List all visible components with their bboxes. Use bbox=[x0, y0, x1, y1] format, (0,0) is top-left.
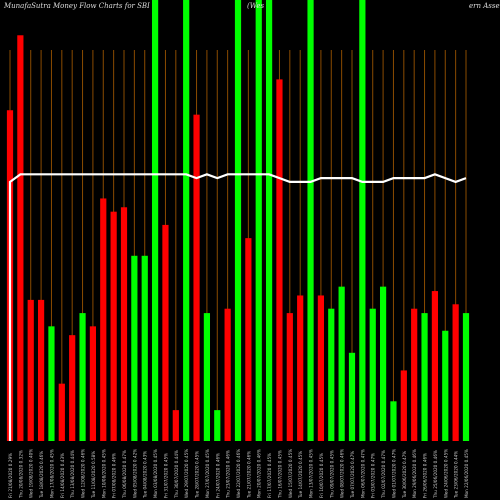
bar-43 bbox=[452, 304, 459, 441]
bar-10 bbox=[110, 211, 117, 441]
bar-40 bbox=[421, 313, 428, 441]
x-tick-label: Mon 06/07/2020 0.47% bbox=[360, 449, 365, 498]
bar-5 bbox=[58, 383, 65, 441]
bars-group bbox=[6, 0, 470, 441]
bar-3 bbox=[37, 299, 45, 441]
x-tick-label: Thu 16/07/2020 0.45% bbox=[278, 450, 283, 499]
x-tick-label: Thu 20/08/2020 0.32% bbox=[18, 450, 23, 499]
chart-title-right: (Wes bbox=[247, 2, 264, 10]
bar-41 bbox=[431, 291, 439, 441]
bar-1 bbox=[17, 35, 24, 441]
x-tick-label: Fri 10/07/2020 0.45% bbox=[319, 453, 324, 498]
bar-30 bbox=[317, 295, 325, 441]
bar-39 bbox=[411, 308, 418, 441]
x-tick-label: Wed 22/07/2020 0.46% bbox=[236, 449, 241, 498]
bar-28 bbox=[297, 295, 304, 441]
x-tick-label: Thu 30/07/2020 0.44% bbox=[174, 450, 179, 499]
bar-14 bbox=[151, 0, 159, 441]
x-tick-label: Thu 13/08/2020 0.44% bbox=[70, 450, 75, 499]
x-tick-label: Wed 05/08/2020 0.42% bbox=[132, 449, 137, 498]
bar-44 bbox=[462, 313, 470, 441]
x-tick-label: Thu 09/07/2020 0.45% bbox=[329, 450, 334, 499]
x-tick-label: Tue 14/07/2020 0.45% bbox=[298, 451, 303, 499]
x-tick-label: Fri 26/06/2020 0.46% bbox=[423, 453, 428, 498]
bar-7 bbox=[79, 313, 86, 441]
bar-29 bbox=[307, 0, 314, 441]
x-tick-label: Fri 17/07/2020 0.45% bbox=[267, 453, 272, 498]
x-tick-label: Mon 29/06/2020 0.46% bbox=[412, 449, 417, 498]
bar-35 bbox=[369, 308, 376, 441]
bar-4 bbox=[48, 326, 55, 441]
bar-32 bbox=[338, 286, 345, 441]
x-tick-label: Tue 30/06/2020 0.47% bbox=[402, 451, 407, 499]
money-flow-line bbox=[8, 173, 467, 441]
bar-22 bbox=[234, 0, 242, 441]
x-tick-label: Wed 19/08/2020 0.40% bbox=[29, 449, 34, 498]
x-tick-label: Fri 24/07/2020 0.46% bbox=[215, 453, 220, 498]
bar-2 bbox=[27, 299, 34, 441]
x-tick-label: Tue 23/06/2020 0.44% bbox=[454, 451, 459, 499]
bar-36 bbox=[379, 286, 387, 441]
bar-20 bbox=[214, 410, 221, 441]
x-tick-label: Mon 03/08/2020 0.45% bbox=[153, 449, 158, 498]
bar-24 bbox=[255, 0, 262, 441]
bar-37 bbox=[390, 401, 397, 441]
x-tick-label: Mon 22/06/2020 0.45% bbox=[464, 449, 469, 498]
x-tick-label: Tue 11/08/2020 0.58% bbox=[91, 451, 96, 499]
bar-42 bbox=[442, 330, 449, 441]
bar-6 bbox=[69, 335, 76, 441]
bar-27 bbox=[286, 313, 293, 441]
chart-title-left: MunafaSutra Money Flow Charts for SBI bbox=[3, 2, 150, 10]
bar-25 bbox=[265, 0, 273, 441]
bar-9 bbox=[100, 198, 107, 441]
bar-19 bbox=[203, 313, 211, 441]
x-tick-label: Thu 23/07/2020 0.46% bbox=[226, 450, 231, 499]
x-tick-label: Fri 14/08/2020 0.43% bbox=[60, 453, 65, 498]
bar-8 bbox=[89, 326, 97, 441]
x-tick-label: Mon 10/08/2020 0.45% bbox=[101, 449, 106, 498]
x-tick-label: Wed 29/07/2020 0.45% bbox=[184, 449, 189, 498]
x-tick-label: Fri 21/08/2020 0.29% bbox=[8, 453, 13, 498]
x-tick-label: Fri 03/07/2020 0.47% bbox=[371, 453, 376, 498]
bar-31 bbox=[328, 308, 335, 441]
bar-26 bbox=[276, 79, 283, 441]
x-tick-label: Fri 31/07/2020 0.45% bbox=[164, 453, 169, 498]
bar-16 bbox=[172, 410, 179, 441]
bar-11 bbox=[120, 207, 128, 441]
bar-18 bbox=[193, 114, 200, 441]
bar-23 bbox=[245, 238, 252, 441]
x-tick-labels: Fri 21/08/2020 0.29% Thu 20/08/2020 0.32%… bbox=[8, 449, 469, 499]
bar-12 bbox=[131, 255, 138, 441]
x-tick-label: Mon 20/07/2020 0.46% bbox=[257, 449, 262, 498]
bar-17 bbox=[183, 0, 190, 441]
x-tick-label: Wed 12/08/2020 0.46% bbox=[81, 449, 86, 498]
x-tick-label: Wed 08/07/2020 0.46% bbox=[340, 449, 345, 498]
bar-15 bbox=[162, 224, 169, 441]
chart-title-right-end: ern Asset bbox=[469, 2, 500, 10]
x-tick-label: Thu 25/06/2020 0.46% bbox=[433, 450, 438, 499]
x-tick-label: Fri 07/08/2020 0.46% bbox=[112, 453, 117, 498]
x-tick-label: Mon 13/07/2020 0.45% bbox=[309, 449, 314, 498]
bar-34 bbox=[359, 0, 366, 441]
x-tick-label: Tue 21/07/2020 0.46% bbox=[246, 451, 251, 499]
x-tick-label: Wed 01/07/2020 0.47% bbox=[392, 449, 397, 498]
x-tick-label: Thu 02/07/2020 0.47% bbox=[381, 450, 386, 499]
x-tick-label: Thu 06/08/2020 0.47% bbox=[122, 450, 127, 499]
x-tick-label: Wed 15/07/2020 0.45% bbox=[288, 449, 293, 498]
x-tick-label: Mon 17/08/2020 0.45% bbox=[50, 449, 55, 498]
bar-13 bbox=[141, 255, 148, 441]
bar-21 bbox=[224, 308, 231, 441]
x-tick-label: Tue 07/07/2020 0.47% bbox=[350, 451, 355, 499]
x-tick-label: Mon 27/07/2020 0.45% bbox=[205, 449, 210, 498]
x-tick-label: Tue 18/08/2020 0.46% bbox=[39, 451, 44, 499]
x-tick-label: Tue 28/07/2020 0.45% bbox=[195, 451, 200, 499]
x-tick-label: Tue 04/08/2020 0.43% bbox=[143, 451, 148, 499]
x-tick-label: Wed 24/06/2020 0.45% bbox=[443, 449, 448, 498]
bar-38 bbox=[400, 370, 407, 441]
bar-33 bbox=[348, 352, 356, 441]
